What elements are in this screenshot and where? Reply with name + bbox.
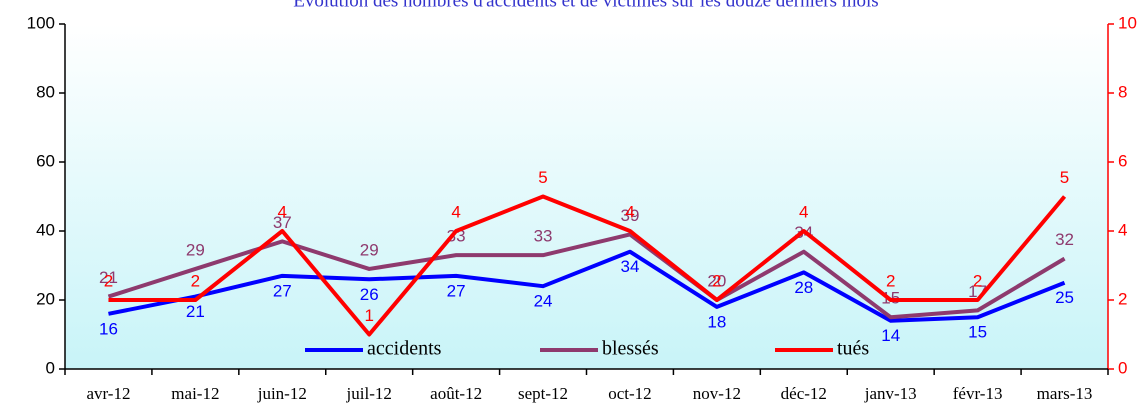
- y2-tick-label: 10: [1118, 13, 1137, 32]
- legend-label: tués: [837, 338, 869, 360]
- data-label: 1: [364, 306, 373, 325]
- data-label: 29: [186, 240, 205, 259]
- data-label: 16: [99, 319, 118, 338]
- data-label: 4: [625, 202, 634, 221]
- series-line: [108, 194, 1067, 337]
- data-label: 39: [620, 206, 639, 225]
- data-label: 2: [191, 271, 200, 290]
- data-label: 4: [799, 202, 808, 221]
- data-label: 27: [273, 281, 292, 300]
- data-label: 29: [360, 240, 379, 259]
- data-label: 21: [186, 302, 205, 321]
- y2-tick-label: 0: [1118, 358, 1127, 377]
- legend-label: accidents: [367, 338, 442, 360]
- plot-area: [65, 24, 1108, 369]
- x-tick-label: déc-12: [781, 384, 827, 403]
- data-label: 4: [451, 202, 460, 221]
- x-tick-label: févr-13: [953, 384, 1003, 403]
- series-line: [107, 232, 1066, 320]
- series-line: [108, 249, 1066, 323]
- x-tick-label: août-12: [430, 384, 482, 403]
- data-label: 26: [360, 285, 379, 304]
- data-label: 5: [538, 168, 547, 187]
- y-tick-label: 80: [36, 82, 55, 101]
- data-label: 37: [273, 213, 292, 232]
- x-tick-label: juin-12: [257, 384, 307, 403]
- y-tick-label: 100: [27, 13, 55, 32]
- x-tick-label: mai-12: [171, 384, 219, 403]
- x-tick-label: oct-12: [608, 384, 651, 403]
- data-label: 33: [534, 227, 553, 246]
- data-label: 4: [278, 202, 287, 221]
- data-label: 28: [794, 278, 813, 297]
- data-label: 20: [707, 271, 726, 290]
- y2-tick-label: 2: [1118, 289, 1127, 308]
- y2-tick-label: 4: [1118, 220, 1127, 239]
- data-label: 2: [712, 271, 721, 290]
- x-tick-label: mars-13: [1037, 384, 1093, 403]
- data-label: 33: [447, 227, 466, 246]
- data-label: 21: [99, 268, 118, 287]
- y-tick-label: 20: [36, 289, 55, 308]
- data-label: 2: [104, 271, 113, 290]
- data-label: 34: [620, 257, 639, 276]
- y2-tick-label: 8: [1118, 82, 1127, 101]
- data-label: 14: [881, 326, 900, 345]
- x-tick-label: avr-12: [86, 384, 130, 403]
- data-label: 32: [1055, 230, 1074, 249]
- legend-label: blessés: [602, 338, 659, 360]
- y2-tick-label: 6: [1118, 151, 1127, 170]
- data-label: 5: [1060, 168, 1069, 187]
- data-label: 25: [1055, 288, 1074, 307]
- x-tick-label: janv-13: [864, 384, 917, 403]
- data-label: 24: [534, 292, 553, 311]
- data-label: 27: [447, 281, 466, 300]
- x-tick-label: nov-12: [693, 384, 741, 403]
- chart-title: Evolution des nombres d'accidents et de …: [293, 0, 878, 11]
- data-label: 2: [973, 271, 982, 290]
- y-tick-label: 60: [36, 151, 55, 170]
- x-tick-label: sept-12: [518, 384, 568, 403]
- x-tick-label: juil-12: [346, 384, 392, 403]
- data-label: 2: [886, 271, 895, 290]
- y-tick-label: 0: [46, 358, 55, 377]
- data-label: 15: [968, 323, 987, 342]
- data-label: 18: [707, 312, 726, 331]
- y-tick-label: 40: [36, 220, 55, 239]
